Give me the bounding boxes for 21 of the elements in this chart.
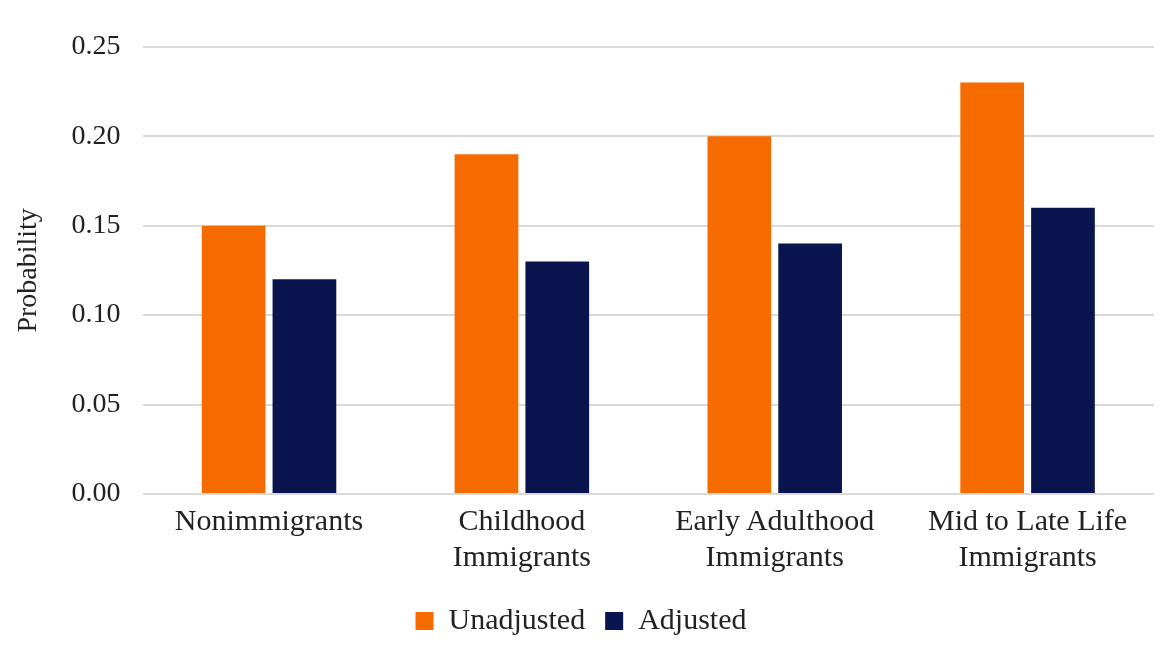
bar [525, 261, 590, 493]
y-tick-label: 0.05 [71, 386, 121, 418]
y-tick-label: 0.20 [71, 118, 121, 150]
y-axis-title: Probability [11, 208, 43, 333]
bar [778, 243, 842, 493]
y-tick-label: 0.15 [71, 208, 121, 240]
legend-label: Adjusted [638, 601, 747, 635]
x-tick-label: Childhood Immigrants [452, 502, 592, 572]
bar [707, 136, 772, 493]
x-tick-label: Nonimmigrants [174, 502, 364, 536]
bar [454, 154, 519, 493]
bar [201, 225, 266, 493]
y-tick-label: 0.00 [71, 476, 121, 508]
y-tick-label: 0.10 [71, 297, 121, 329]
bar [1031, 207, 1095, 493]
y-tick-label: 0.25 [71, 29, 121, 61]
bar [960, 82, 1025, 493]
x-tick-label: Early Adulthood Immigrants [675, 502, 875, 572]
bar [272, 279, 337, 493]
legend-label: Unadjusted [448, 601, 586, 635]
x-tick-label: Mid to Late Life Immigrants [928, 502, 1128, 572]
